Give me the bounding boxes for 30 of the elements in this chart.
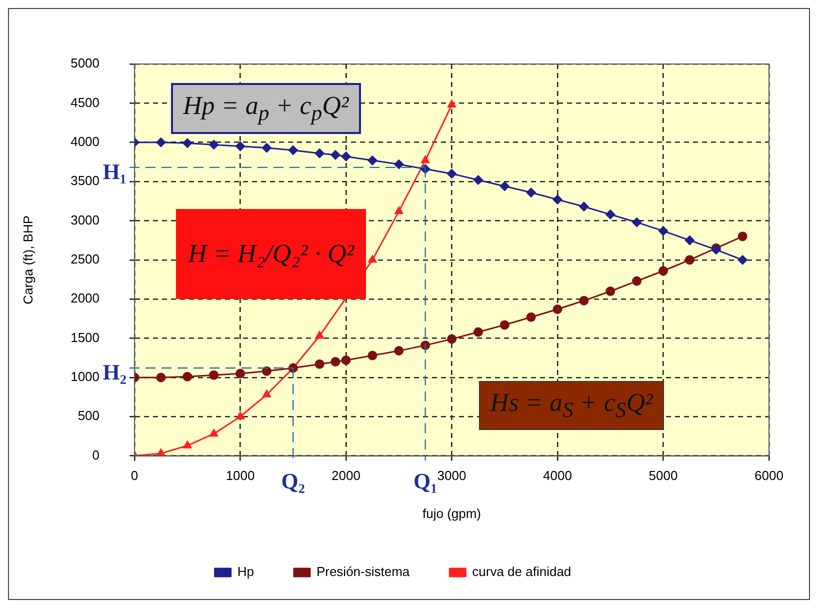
- x-tick-label: 6000: [754, 468, 784, 484]
- annotation: Hs = a$_{S}$ + c$_{S}$Q²: [479, 381, 664, 430]
- annotation: Hp = a$_{p}$ + c$_{p}$Q²: [171, 83, 361, 134]
- y-tick-label: 4000: [70, 134, 100, 149]
- x-tick-label: 5000: [648, 468, 678, 484]
- y-tick-label: 3000: [70, 212, 100, 228]
- x-tick-label: 2000: [332, 468, 360, 484]
- ref-line-label: H₂: [102, 360, 127, 385]
- annotation: H = H₂/Q₂² · Q²: [176, 209, 366, 299]
- legend-label: Hp: [237, 564, 254, 580]
- y-tick-label: 1500: [70, 330, 100, 345]
- x-tick-label: 1000: [226, 468, 255, 484]
- y-tick-label: 500: [78, 408, 100, 424]
- x-tick-label: 3000: [437, 468, 466, 484]
- y-tick-label: 2500: [70, 251, 100, 266]
- y-tick-label: 3500: [70, 173, 100, 188]
- ref-line-label: Q₂: [281, 468, 306, 494]
- y-tick-label: 4500: [70, 94, 100, 110]
- x-axis-title: fujo (gpm): [422, 506, 482, 521]
- ref-line-label: Q₁: [413, 468, 438, 494]
- legend-label: curva de afinidad: [472, 564, 572, 580]
- legend-label: Presión-sistema: [316, 564, 410, 580]
- x-tick-label: 0: [130, 468, 138, 484]
- x-tick-label: 4000: [543, 468, 572, 484]
- y-tick-label: 0: [92, 447, 100, 462]
- y-axis-title: Carga (ft), BHP: [20, 215, 36, 304]
- y-tick-label: 1000: [70, 369, 100, 384]
- y-tick-label: 5000: [70, 56, 100, 71]
- ref-line-label: H₁: [102, 159, 127, 184]
- y-tick-label: 2000: [70, 290, 100, 306]
